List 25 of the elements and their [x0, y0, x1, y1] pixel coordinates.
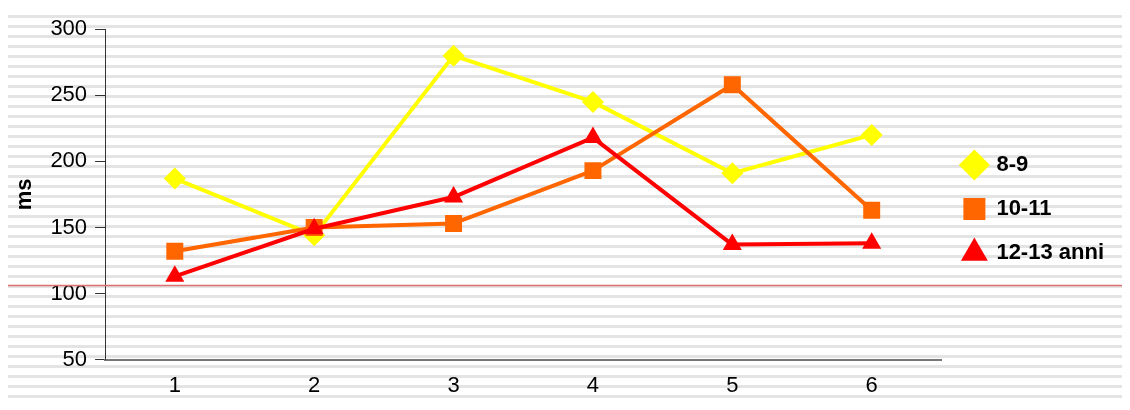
x-tick-label: 2 — [308, 371, 321, 397]
point — [442, 44, 465, 67]
y-tick-label: 150 — [50, 213, 88, 239]
y-tick-label: 250 — [50, 81, 88, 107]
point — [581, 90, 604, 113]
point — [863, 201, 881, 219]
x-tick-label: 5 — [726, 371, 739, 397]
legend-label: 10-11 — [996, 195, 1052, 221]
point — [723, 76, 741, 94]
x-tick-label: 3 — [447, 371, 460, 397]
x-tick-label: 1 — [168, 371, 181, 397]
point — [166, 242, 184, 260]
point — [721, 162, 744, 185]
point — [860, 123, 883, 146]
x-tick-label: 4 — [586, 371, 600, 397]
point — [584, 162, 602, 180]
x-tick-label: 6 — [865, 371, 878, 397]
y-tick-label: 50 — [62, 345, 88, 371]
y-tick-label: 200 — [50, 147, 88, 173]
legend-label: 8-9 — [996, 151, 1029, 177]
y-axis-title: ms — [11, 178, 37, 211]
legend-label: 12-13 anni — [996, 239, 1104, 265]
y-tick-label: 300 — [50, 15, 88, 41]
point — [445, 214, 463, 232]
point — [163, 167, 186, 190]
